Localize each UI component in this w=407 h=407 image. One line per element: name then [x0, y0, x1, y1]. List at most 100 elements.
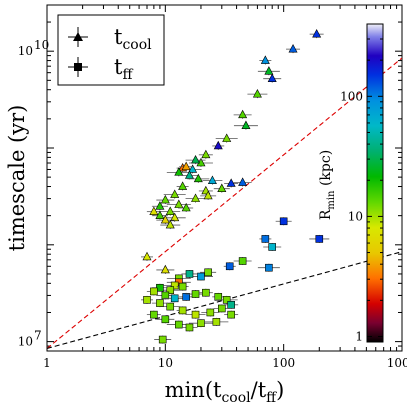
- tcool-point: [174, 167, 184, 176]
- tff-point: [204, 268, 212, 277]
- tff-point: [182, 293, 190, 301]
- tcool-point: [149, 206, 159, 215]
- tcool-point: [165, 219, 175, 229]
- tff-point: [161, 291, 170, 300]
- tff-point: [261, 235, 270, 243]
- tff-point: [170, 294, 179, 303]
- colorbar-gradient: [366, 23, 384, 343]
- plot-frame: [46, 4, 403, 352]
- tff-point: [166, 302, 175, 311]
- tcool-point: [207, 175, 217, 184]
- tcool-point: [170, 212, 180, 222]
- reference-line: [47, 57, 402, 349]
- tcool-point: [181, 161, 191, 171]
- tff-point: [150, 287, 158, 296]
- tcool-point: [238, 177, 248, 186]
- tff-point: [158, 335, 167, 344]
- tcool-point: [201, 149, 211, 159]
- tcool-point: [238, 109, 248, 119]
- y-tick-exponent: 10: [34, 38, 49, 52]
- tcool-point: [160, 214, 170, 224]
- tcool-point: [165, 206, 175, 215]
- legend-triangle-marker: [73, 32, 83, 41]
- tcool-point: [288, 44, 298, 53]
- tcool-point: [217, 183, 227, 192]
- tff-point: [197, 319, 205, 327]
- y-tick-label: 10: [18, 335, 33, 349]
- x-axis-title: min(tcool/tff): [165, 378, 285, 406]
- tcool-point: [191, 154, 201, 164]
- tff-point: [225, 262, 234, 271]
- tcool-point: [226, 178, 236, 187]
- x-tick-label: 100: [272, 356, 295, 370]
- tff-point: [227, 310, 235, 319]
- tcool-point: [193, 173, 203, 183]
- legend-label: tcool: [114, 25, 152, 53]
- tff-point: [197, 272, 205, 281]
- tff-point: [185, 270, 194, 278]
- colorbar: 1 10 100 Rmin (kpc): [318, 23, 384, 344]
- tff-point: [279, 217, 288, 226]
- y-tick-exponent: 7: [34, 329, 42, 343]
- y-axis: 10 710 10: [18, 21, 402, 349]
- legend: tcool tff: [57, 14, 165, 86]
- tcool-point: [178, 181, 188, 190]
- tff-point: [178, 306, 187, 315]
- tff-point: [161, 315, 170, 324]
- legend-square-marker: [74, 63, 82, 71]
- tff-point: [315, 235, 324, 243]
- tff-point: [222, 296, 231, 304]
- tcool-point: [222, 133, 232, 142]
- x-axis: 1 10 100 1000: [43, 5, 407, 370]
- tcool-point: [252, 89, 262, 98]
- tcool-point: [181, 202, 191, 212]
- tcool-point: [191, 193, 201, 202]
- tff-point: [170, 281, 179, 290]
- tff-point: [212, 318, 221, 326]
- tcool-point: [174, 199, 184, 208]
- tcool-point: [241, 120, 251, 129]
- tff-point: [206, 308, 215, 317]
- reference-line: [47, 251, 402, 349]
- tff-point: [191, 290, 200, 298]
- tcool-point: [260, 55, 270, 64]
- tcool-point: [160, 194, 170, 204]
- data-points: [141, 29, 330, 344]
- colorbar-tick-label: 100: [340, 89, 363, 103]
- tcool-point: [142, 251, 152, 261]
- tcool-point: [170, 189, 180, 198]
- tcool-point: [264, 66, 274, 75]
- tcool-point: [312, 29, 322, 38]
- x-tick-label: 10: [158, 356, 173, 370]
- tff-point: [185, 323, 194, 332]
- legend-label: tff: [114, 55, 133, 83]
- tcool-point: [188, 164, 198, 173]
- legend-box: [57, 14, 165, 86]
- tff-point: [265, 263, 273, 272]
- x-tick-label: 1: [43, 356, 51, 370]
- tff-point: [166, 286, 175, 294]
- tcool-point: [203, 190, 213, 200]
- reference-lines: [47, 57, 402, 349]
- tff-point: [202, 288, 210, 297]
- tcool-point: [155, 201, 165, 210]
- x-tick-label: 1000: [387, 356, 407, 370]
- tcool-point: [213, 140, 223, 150]
- tff-point: [175, 320, 183, 329]
- y-tick-label: 10: [18, 44, 33, 58]
- y-axis-title: timescale (yr): [5, 105, 29, 252]
- tff-point: [143, 296, 151, 304]
- tff-point: [191, 310, 200, 319]
- colorbar-tick-label: 10: [348, 209, 363, 223]
- tff-point: [214, 293, 223, 301]
- tff-point: [268, 243, 276, 251]
- colorbar-title: Rmin (kpc): [318, 150, 337, 220]
- tff-point: [238, 257, 247, 265]
- tcool-point: [160, 264, 170, 274]
- tcool-point: [155, 210, 165, 219]
- tff-point: [150, 310, 158, 319]
- tff-point: [156, 299, 164, 307]
- tcool-point: [267, 73, 277, 82]
- tff-point: [227, 301, 235, 309]
